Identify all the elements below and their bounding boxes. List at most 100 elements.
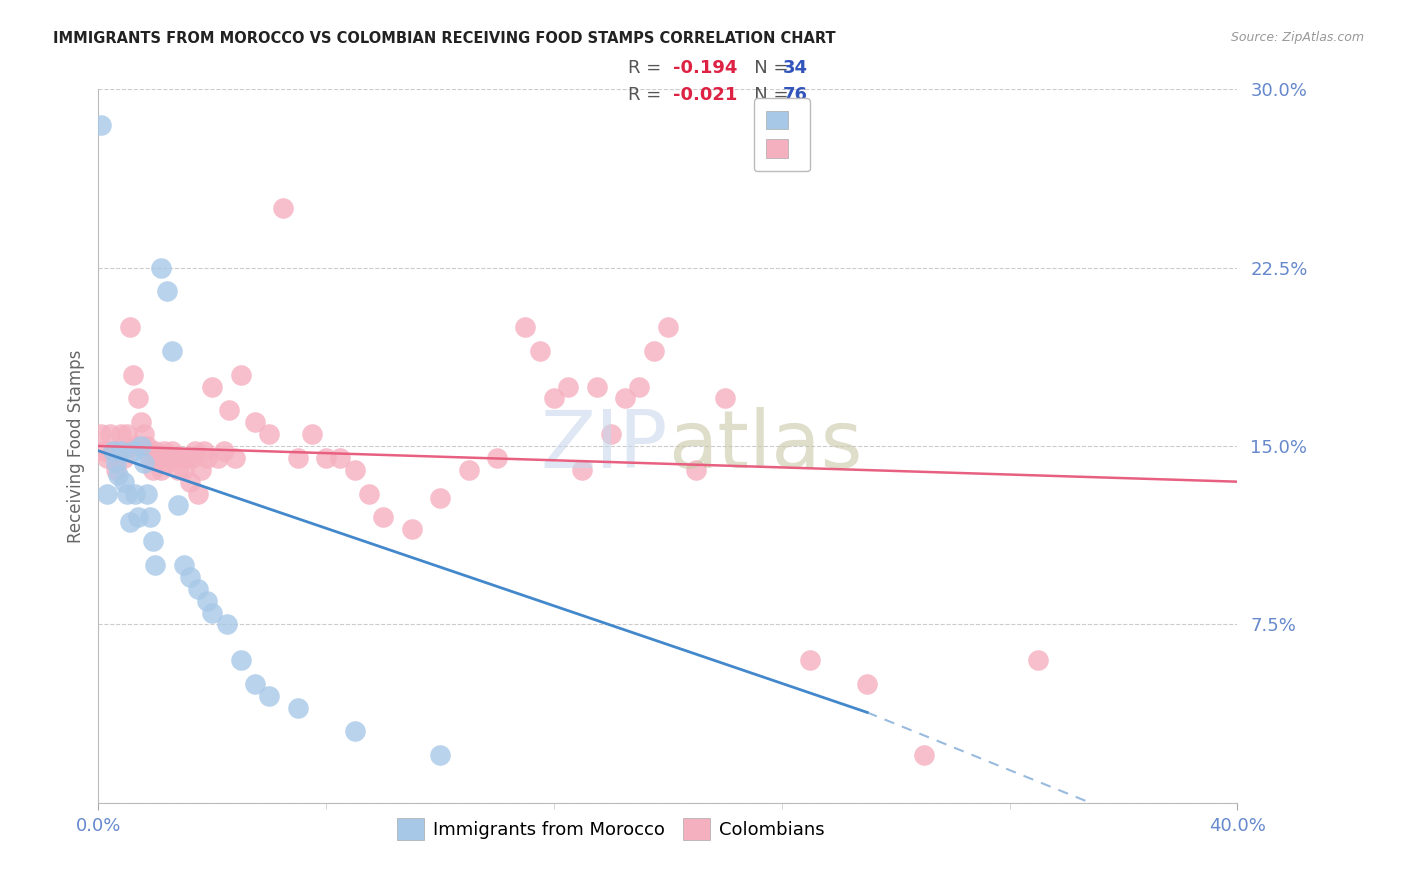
Text: 76: 76 — [783, 87, 808, 104]
Point — [104, 463, 127, 477]
Point — [259, 689, 281, 703]
Point — [243, 677, 266, 691]
Point — [557, 379, 579, 393]
Point — [287, 700, 309, 714]
Point — [112, 475, 135, 489]
Point — [243, 415, 266, 429]
Point — [101, 443, 124, 458]
Point — [229, 368, 252, 382]
Point — [224, 450, 246, 465]
Point — [657, 320, 679, 334]
Point — [135, 486, 157, 500]
Point — [343, 463, 366, 477]
Point — [132, 427, 155, 442]
Text: N =: N = — [737, 59, 794, 77]
Point — [148, 450, 170, 465]
Point — [195, 450, 218, 465]
Point — [515, 320, 537, 334]
Text: -0.021: -0.021 — [673, 87, 738, 104]
Point — [357, 486, 380, 500]
Point — [165, 450, 187, 465]
Text: R =: R = — [628, 59, 668, 77]
Point — [343, 724, 366, 739]
Point — [145, 558, 167, 572]
Point — [628, 379, 651, 393]
Point — [259, 427, 281, 442]
Point — [96, 450, 118, 465]
Point — [124, 486, 146, 500]
Point — [107, 443, 129, 458]
Point — [218, 403, 240, 417]
Point — [643, 343, 665, 358]
Point — [162, 343, 184, 358]
Point — [118, 515, 141, 529]
Text: ZIP: ZIP — [540, 407, 668, 485]
Point — [135, 439, 157, 453]
Point — [179, 570, 201, 584]
Point — [93, 443, 115, 458]
Point — [1026, 653, 1049, 667]
Text: R =: R = — [628, 87, 668, 104]
Point — [486, 450, 509, 465]
Point — [173, 463, 195, 477]
Point — [101, 443, 124, 458]
Point — [273, 201, 295, 215]
Point — [401, 522, 423, 536]
Text: N =: N = — [737, 87, 794, 104]
Point — [118, 320, 141, 334]
Point — [104, 456, 127, 470]
Point — [315, 450, 337, 465]
Point — [153, 443, 176, 458]
Point — [96, 486, 118, 500]
Point — [201, 379, 224, 393]
Point — [150, 260, 173, 275]
Text: atlas: atlas — [668, 407, 862, 485]
Point — [132, 456, 155, 470]
Point — [110, 443, 132, 458]
Point — [571, 463, 593, 477]
Point — [614, 392, 637, 406]
Point — [229, 653, 252, 667]
Point — [138, 450, 160, 465]
Point — [685, 463, 707, 477]
Point — [187, 486, 209, 500]
Point — [141, 534, 163, 549]
Point — [714, 392, 737, 406]
Point — [287, 450, 309, 465]
Point — [98, 427, 121, 442]
Point — [181, 450, 204, 465]
Point — [159, 450, 181, 465]
Point — [912, 748, 935, 763]
Point — [201, 606, 224, 620]
Point — [215, 617, 238, 632]
Point — [193, 443, 215, 458]
Point — [90, 118, 112, 132]
Point — [145, 443, 167, 458]
Point — [212, 443, 235, 458]
Text: 34: 34 — [783, 59, 808, 77]
Point — [457, 463, 479, 477]
Point — [129, 415, 152, 429]
Point — [373, 510, 395, 524]
Point — [121, 368, 143, 382]
Point — [179, 475, 201, 489]
Point — [585, 379, 607, 393]
Point — [543, 392, 565, 406]
Point — [429, 748, 451, 763]
Point — [124, 439, 146, 453]
Y-axis label: Receiving Food Stamps: Receiving Food Stamps — [66, 350, 84, 542]
Point — [127, 392, 149, 406]
Point — [150, 463, 173, 477]
Point — [176, 450, 198, 465]
Point — [129, 439, 152, 453]
Point — [156, 456, 179, 470]
Point — [115, 486, 138, 500]
Point — [429, 491, 451, 506]
Point — [190, 463, 212, 477]
Point — [115, 427, 138, 442]
Point — [329, 450, 352, 465]
Point — [162, 443, 184, 458]
Point — [184, 443, 207, 458]
Point — [112, 450, 135, 465]
Point — [195, 593, 218, 607]
